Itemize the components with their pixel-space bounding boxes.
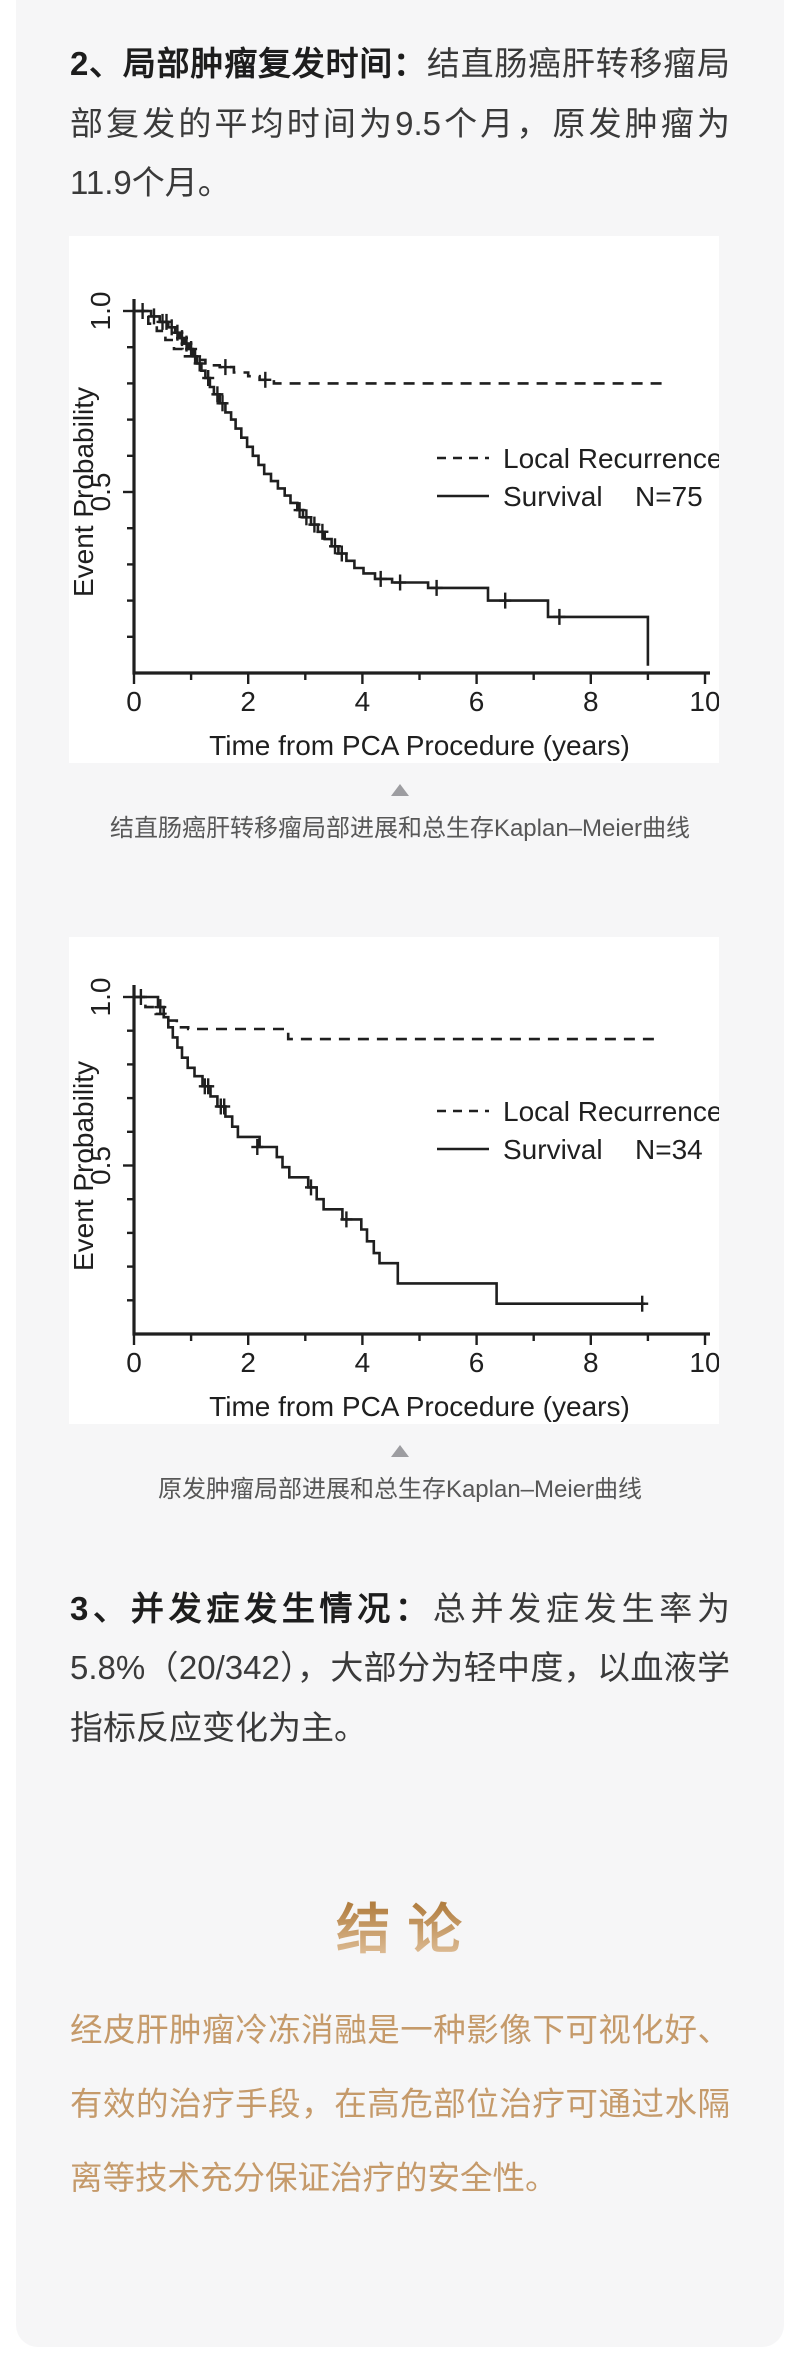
paragraph-recurrence-text: 结直肠癌肝转移瘤局部复发的平均时间为9.5个月，原发肿瘤为11.9个月。: [70, 45, 731, 201]
paragraph-complications: 3、并发症发生情况：总并发症发生率为5.8%（20/342），大部分为轻中度，以…: [70, 1579, 730, 1758]
conclusion-text: 经皮肝肿瘤冷冻消融是一种影像下可视化好、有效的治疗手段，在高危部位治疗可通过水隔…: [70, 2012, 730, 2196]
figure-primary-km: 0 2 4 6 8 10 1.0 0.5 Event Probability Time from …: [16, 936, 784, 1507]
svg-text:0.5: 0.5: [85, 472, 116, 511]
conclusion-title: 结 论: [16, 1899, 784, 1961]
svg-text:Survival: Survival: [503, 481, 603, 512]
figure-caption-colorectal: 结直肠癌肝转移瘤局部进展和总生存Kaplan–Meier曲线: [109, 814, 691, 842]
svg-text:Time from PCA Procedure (years: Time from PCA Procedure (years): [209, 730, 630, 761]
svg-text:8: 8: [583, 686, 599, 717]
paragraph-recurrence-heading: 2、局部肿瘤复发时间：: [70, 45, 427, 82]
svg-text:1.0: 1.0: [85, 291, 116, 330]
svg-text:4: 4: [355, 686, 371, 717]
km-chart-primary-panel: 0 2 4 6 8 10 1.0 0.5 Event Probability Time from …: [69, 936, 719, 1424]
figure-colorectal-km: 0 2 4 6 8 10 1.0 0.5 Event Probability Time from …: [16, 235, 784, 846]
svg-text:Local Recurrence: Local Recurrence: [503, 1096, 719, 1127]
svg-text:Time from PCA Procedure (years: Time from PCA Procedure (years): [209, 1391, 630, 1422]
svg-text:6: 6: [469, 686, 485, 717]
article-card: 2、局部肿瘤复发时间：结直肠癌肝转移瘤局部复发的平均时间为9.5个月，原发肿瘤为…: [16, 0, 784, 2347]
svg-text:N=34: N=34: [635, 1134, 703, 1165]
svg-text:10: 10: [689, 686, 719, 717]
paragraph-complications-heading: 3、并发症发生情况：: [70, 1589, 433, 1627]
svg-text:0: 0: [126, 686, 142, 717]
svg-text:10: 10: [689, 1347, 719, 1378]
figure-caption-primary: 原发肿瘤局部进展和总生存Kaplan–Meier曲线: [157, 1475, 643, 1503]
caption-arrow-icon: [391, 783, 409, 796]
paragraph-complications-text: 总并发症发生率为5.8%（20/342），大部分为轻中度，以血液学指标反应变化为…: [70, 1589, 731, 1746]
svg-text:0.5: 0.5: [85, 1146, 116, 1185]
svg-text:2: 2: [240, 686, 256, 717]
svg-text:2: 2: [240, 1347, 256, 1378]
svg-text:0: 0: [126, 1347, 142, 1378]
svg-text:Event Probability: Event Probability: [69, 1060, 99, 1270]
svg-text:Survival: Survival: [503, 1134, 603, 1165]
svg-text:Event Probability: Event Probability: [69, 386, 99, 596]
paragraph-recurrence-time: 2、局部肿瘤复发时间：结直肠癌肝转移瘤局部复发的平均时间为9.5个月，原发肿瘤为…: [70, 34, 730, 213]
svg-text:1.0: 1.0: [85, 977, 116, 1016]
caption-arrow-icon: [391, 1444, 409, 1457]
svg-text:8: 8: [583, 1347, 599, 1378]
svg-text:N=75: N=75: [635, 481, 703, 512]
km-chart-colorectal-panel: 0 2 4 6 8 10 1.0 0.5 Event Probability Time from …: [69, 235, 719, 763]
svg-text:Local Recurrence: Local Recurrence: [503, 443, 719, 474]
svg-text:4: 4: [355, 1347, 371, 1378]
svg-text:6: 6: [469, 1347, 485, 1378]
